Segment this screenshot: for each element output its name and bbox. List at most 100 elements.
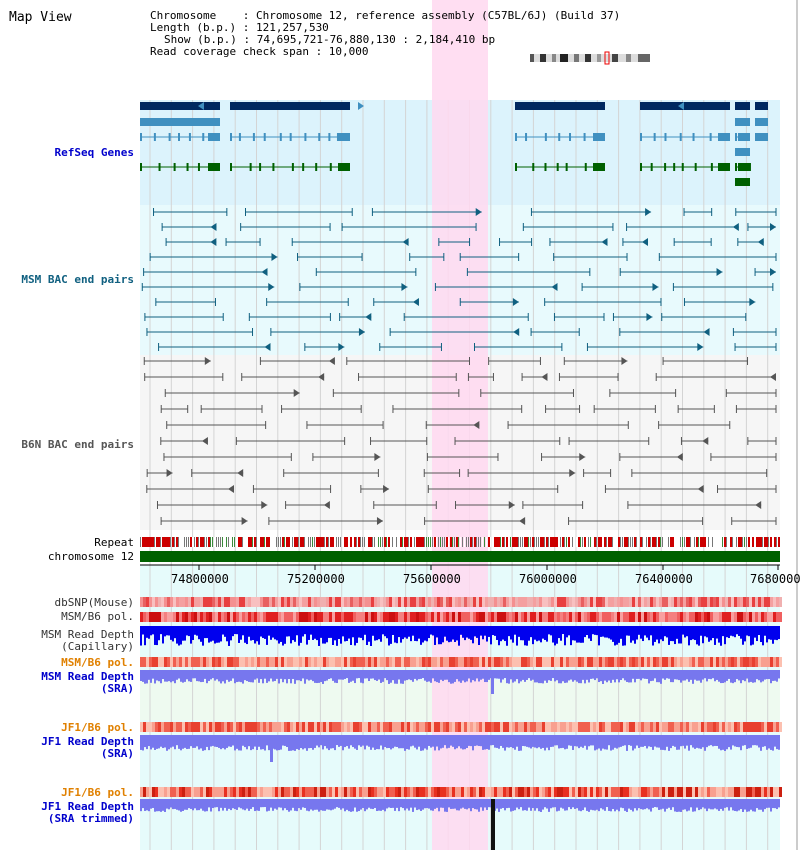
track-label-jf1-depth[interactable]: JF1 Read Depth (SRA) [0,736,134,760]
jf1-pol2-cell [488,787,491,797]
msm-pol2-cell [773,657,776,667]
jf1-pol2-cell [737,787,740,797]
msm-sra-depth-bar [386,670,388,681]
msm-pol-cell [431,612,434,622]
msm-sra-depth-bar [614,670,616,683]
msm-pol-cell [257,612,260,622]
msm-cap-depth-bar [362,626,364,641]
track-label-msm-pol-2[interactable]: MSM/B6 pol. [61,656,134,669]
track-label-dbsnp[interactable]: dbSNP(Mouse) [54,596,134,609]
jf1-trim-depth-bar [360,799,362,810]
msm-sra-depth-bar [762,670,764,682]
repeat-mark [180,537,181,547]
jf1-pol-cell [644,722,647,732]
jf1-pol2-cell [353,787,356,797]
track-label-jf1-depth-trimmed[interactable]: JF1 Read Depth (SRA trimmed) [0,801,134,825]
track-label-jf1-pol-2[interactable]: JF1/B6 pol. [61,786,134,799]
jf1-pol2-cell [713,787,716,797]
msm-cap-depth-bar [756,626,758,642]
msm-pol2-cell [263,657,266,667]
jf1-trim-depth-bar [622,799,624,809]
dbsnp-cell [299,597,302,607]
msm-cap-depth-bar [596,626,598,636]
msm-pol-cell [194,612,197,622]
jf1-trim-depth-bar [620,799,622,808]
repeat-mark [478,537,479,547]
jf1-pol-cell [383,722,386,732]
jf1-pol2-cell [578,787,581,797]
jf1-trim-depth-bar [342,799,344,809]
track-label-jf1-pol-1[interactable]: JF1/B6 pol. [61,721,134,734]
jf1-trim-depth-bar [712,799,714,810]
msm-sra-depth-bar [578,670,580,684]
msm-cap-depth-bar [744,626,746,642]
jf1-depth-bar [418,735,420,747]
track-label-repeat[interactable]: Repeat [94,536,134,549]
jf1-trim-depth-bar [406,799,408,809]
track-label-msm-depth-capillary[interactable]: MSM Read Depth (Capillary) [0,629,134,653]
jf1-pol-cell [359,722,362,732]
track-label-msm-pol-1[interactable]: MSM/B6 pol. [61,610,134,623]
msm-pol2-cell [173,657,176,667]
jf1-depth-bar [186,735,188,750]
jf1-depth-bar [292,735,294,751]
msm-sra-depth-bar [318,670,320,683]
dbsnp-cell [548,597,551,607]
ruler-label: 75200000 [287,572,345,586]
track-label-msm-depth-sra[interactable]: MSM Read Depth (SRA) [0,671,134,695]
jf1-trim-depth-bar [398,799,400,812]
msm-pol2-cell [431,657,434,667]
jf1-depth-bar [630,735,632,746]
msm-cap-depth-bar [602,626,604,637]
msm-pol-cell [182,612,185,622]
msm-pol2-cell [506,657,509,667]
jf1-depth-bar [282,735,284,746]
msm-cap-depth-bar [384,626,386,637]
jf1-depth-bar [534,735,536,748]
jf1-depth-bar [350,735,352,746]
track-label-msm-bac[interactable]: MSM BAC end pairs [21,273,134,286]
msm-pol2-cell [314,657,317,667]
msm-sra-depth-bar [426,670,428,682]
msm-pol-cell [215,612,218,622]
msm-sra-depth-bar [698,670,700,681]
jf1-pol-cell [251,722,254,732]
msm-sra-depth-bar [220,670,222,684]
msm-cap-depth-bar [746,626,748,636]
msm-pol2-cell [623,657,626,667]
msm-cap-depth-bar [282,626,284,646]
jf1-depth-bar [654,735,656,747]
jf1-trim-depth-bar [208,799,210,808]
msm-pol2-cell [530,657,533,667]
jf1-pol-cell [239,722,242,732]
jf1-trim-depth-bar [690,799,692,808]
repeat-mark [376,537,377,547]
jf1-pol-cell [740,722,743,732]
track-label-b6n-bac[interactable]: B6N BAC end pairs [21,438,134,451]
jf1-trim-depth-bar [260,799,262,808]
msm-pol-cell [473,612,476,622]
jf1-pol-cell [329,722,332,732]
msm-sra-depth-bar [566,670,568,683]
jf1-pol2-cell [266,787,269,797]
msm-pol2-cell [701,657,704,667]
gene-exon [640,133,642,141]
msm-sra-depth-bar [154,670,156,684]
msm-cap-depth-bar [234,626,236,635]
gene-arrow [198,102,204,110]
repeat-mark [178,537,179,547]
repeat-mark [734,537,735,547]
track-label-chromosome[interactable]: chromosome 12 [47,550,134,563]
msm-pol-cell [713,612,716,622]
repeat-mark [548,537,549,547]
msm-sra-depth-bar [768,670,770,680]
track-label-refseq[interactable]: RefSeq Genes [54,146,134,159]
jf1-pol2-cell [251,787,254,797]
dbsnp-cell [680,597,683,607]
jf1-pol-cell [236,722,239,732]
jf1-depth-bar [542,735,544,748]
msm-cap-depth-bar [346,626,348,641]
jf1-depth-bar [514,735,516,750]
jf1-depth-bar [498,735,500,749]
